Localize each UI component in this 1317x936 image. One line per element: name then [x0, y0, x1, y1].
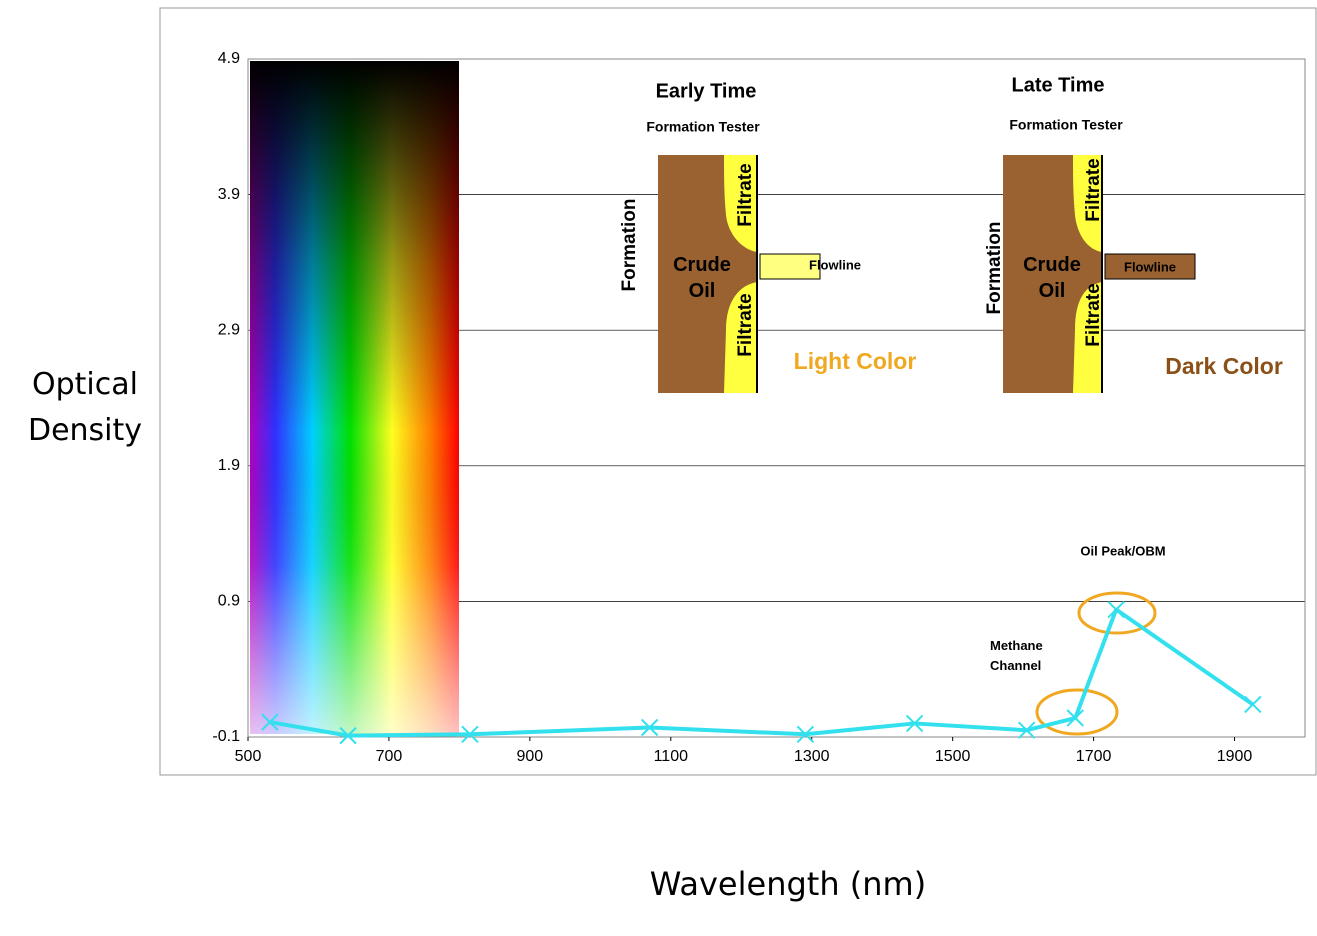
highlight — [1077, 591, 1157, 635]
marker — [1017, 721, 1036, 739]
inset-color-label: Dark Color — [1165, 353, 1283, 379]
series-line — [269, 607, 1254, 738]
filtrate — [724, 155, 757, 252]
annotation: Oil Peak/OBM — [1080, 543, 1165, 558]
inset-filtrate: Filtrate — [735, 163, 756, 226]
x-tick-label: 1900 — [1217, 748, 1253, 765]
marker — [1107, 600, 1125, 619]
flowline — [1104, 253, 1196, 280]
x-tick-label: 500 — [235, 748, 262, 765]
y-tick-label: 0.9 — [218, 593, 240, 610]
filtrate — [1073, 155, 1102, 252]
marker — [461, 725, 479, 743]
y-tick-label: 1.9 — [218, 457, 240, 474]
x-tick-label: 1700 — [1076, 748, 1112, 765]
inset-formation: Formation — [619, 199, 640, 292]
marker — [796, 725, 815, 743]
inset-title: Early Time — [656, 80, 757, 102]
inset-title: Late Time — [1012, 74, 1105, 96]
inset-filtrate: Filtrate — [1083, 283, 1104, 346]
inset-formation: Formation — [984, 222, 1005, 315]
inset-filtrate: Filtrate — [735, 293, 756, 356]
inset-fluid: Crude Oil — [673, 254, 731, 302]
inset-flowline: Flowline — [1124, 259, 1176, 274]
x-tick-label: 1100 — [654, 748, 689, 765]
spectrum-shade — [250, 61, 459, 734]
flowline — [759, 253, 821, 280]
inset-fluid: Crude Oil — [1023, 254, 1081, 302]
marker — [1066, 709, 1084, 727]
filtrate — [724, 282, 757, 393]
x-tick-label: 900 — [517, 748, 544, 765]
y-axis-label: Optical Density — [27, 367, 143, 448]
inset-subtitle: Formation Tester — [646, 119, 760, 135]
y-tick-label: 4.9 — [218, 50, 240, 67]
marker — [1244, 695, 1262, 714]
marker — [640, 718, 659, 737]
inset-filtrate: Filtrate — [1083, 158, 1104, 221]
inset-flowline: Flowline — [809, 257, 861, 272]
y-tick-label: -0.1 — [212, 728, 240, 745]
chart-frame — [159, 7, 1317, 776]
inset-color-label: Light Color — [794, 348, 917, 374]
x-tick-label: 700 — [376, 748, 403, 765]
x-tick-label: 1500 — [935, 748, 971, 765]
annotation: Methane Channel — [990, 638, 1043, 673]
y-tick-label: 2.9 — [218, 321, 240, 338]
inset-subtitle: Formation Tester — [1009, 117, 1123, 133]
x-axis-label: Wavelength (nm) — [650, 865, 926, 903]
y-tick-label: 3.9 — [218, 186, 240, 203]
filtrate — [1073, 282, 1102, 393]
highlight — [1035, 688, 1119, 736]
insets: Early Time Formation Tester Formation Filtr… — [619, 74, 1283, 393]
marker — [905, 714, 924, 733]
x-tick-label: 1300 — [794, 748, 830, 765]
marker — [261, 713, 279, 731]
marker — [339, 726, 357, 745]
plot-frame — [247, 58, 1306, 738]
